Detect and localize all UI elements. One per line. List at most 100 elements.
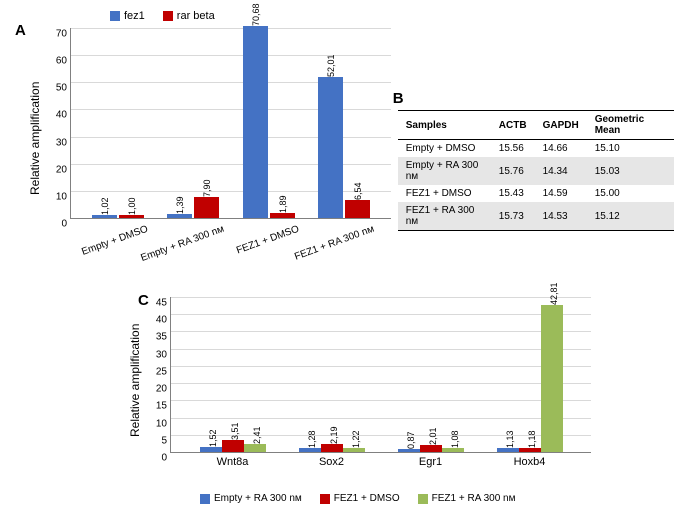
ytick: 10 — [141, 418, 167, 429]
table-cell: Empty + RA 300 nм — [398, 157, 491, 185]
swatch-icon — [200, 494, 210, 504]
bar: 1,02 — [92, 215, 117, 218]
table-cell: 15.76 — [491, 157, 535, 185]
x-category-label: FEZ1 + RA 300 nм — [291, 218, 376, 263]
bar-value-label: 2,01 — [428, 428, 438, 446]
bar: 7,90 — [194, 197, 219, 218]
panel-a-label: A — [15, 22, 26, 39]
bar-group: 70,681,89FEZ1 + DMSO — [241, 26, 297, 218]
bar-value-label: 1,00 — [127, 198, 137, 216]
ytick: 20 — [41, 164, 67, 175]
bar: 42,81 — [541, 305, 563, 452]
legend-item: FEZ1 + RA 300 nм — [418, 493, 516, 504]
table-row: Empty + DMSO15.5614.6615.10 — [398, 140, 674, 158]
x-category-label: Wnt8a — [195, 452, 270, 468]
panel-a: A fez1 rar beta Relative amplification 0… — [20, 10, 378, 280]
bar-group: 1,282,191,22Sox2 — [294, 444, 369, 452]
bar: 1,39 — [167, 214, 192, 218]
bar-group: 1,523,512,41Wnt8a — [195, 440, 270, 452]
ytick: 50 — [41, 83, 67, 94]
bar-value-label: 52,01 — [326, 54, 336, 77]
legend-text: FEZ1 + RA 300 nм — [432, 493, 516, 504]
swatch-icon — [163, 11, 173, 21]
x-category-label: Egr1 — [393, 452, 468, 468]
swatch-icon — [110, 11, 120, 21]
ytick: 10 — [41, 191, 67, 202]
bar-group: 52,016,54FEZ1 + RA 300 nм — [316, 77, 372, 218]
figure-root: A fez1 rar beta Relative amplification 0… — [10, 10, 674, 502]
bar-group: 1,397,90Empty + RA 300 nм — [165, 197, 221, 218]
bar-value-label: 1,08 — [450, 431, 460, 449]
panel-b: B SamplesACTBGAPDHGeometric Mean Empty +… — [398, 110, 674, 231]
table-cell: 15.12 — [587, 202, 674, 231]
legend-item: Empty + RA 300 nм — [200, 493, 302, 504]
ytick: 45 — [141, 298, 167, 309]
bar-value-label: 1,18 — [527, 430, 537, 448]
bar: 70,68 — [243, 26, 268, 218]
bar-value-label: 1,22 — [351, 430, 361, 448]
table-header: ACTB — [491, 111, 535, 140]
chart-c-plot: 0510152025303540451,523,512,41Wnt8a1,282… — [170, 297, 591, 453]
swatch-icon — [320, 494, 330, 504]
bar-value-label: 1,13 — [505, 431, 515, 449]
table-row: Empty + RA 300 nм15.7614.3415.03 — [398, 157, 674, 185]
legend-text: fez1 — [124, 10, 145, 22]
table-cell: 15.73 — [491, 202, 535, 231]
bar: 2,01 — [420, 445, 442, 452]
bar: 6,54 — [345, 200, 370, 218]
panel-c: C Relative amplification 051015202530354… — [110, 292, 630, 502]
table-cell: 14.34 — [535, 157, 587, 185]
swatch-icon — [418, 494, 428, 504]
ytick: 15 — [141, 401, 167, 412]
bar-group: 1,131,1842,81Hoxb4 — [492, 305, 567, 452]
ytick: 0 — [141, 453, 167, 464]
table-header: Samples — [398, 111, 491, 140]
table-cell: 15.10 — [587, 140, 674, 158]
bar-value-label: 42,81 — [549, 282, 559, 305]
table-cell: 15.00 — [587, 185, 674, 202]
table-header: Geometric Mean — [587, 111, 674, 140]
bar-value-label: 3,51 — [230, 422, 240, 440]
table-cell: Empty + DMSO — [398, 140, 491, 158]
table-cell: 14.53 — [535, 202, 587, 231]
chart-c-legend: Empty + RA 300 nм FEZ1 + DMSO FEZ1 + RA 30… — [200, 493, 516, 504]
top-row: A fez1 rar beta Relative amplification 0… — [10, 10, 674, 280]
ytick: 35 — [141, 332, 167, 343]
table-cell: FEZ1 + DMSO — [398, 185, 491, 202]
table-header: GAPDH — [535, 111, 587, 140]
gridline — [71, 28, 391, 29]
ytick: 30 — [141, 349, 167, 360]
bar-value-label: 70,68 — [251, 4, 261, 27]
legend-item: FEZ1 + DMSO — [320, 493, 400, 504]
bar: 52,01 — [318, 77, 343, 218]
ytick: 0 — [41, 219, 67, 230]
bar: 2,41 — [244, 444, 266, 452]
bar-group: 0,872,011,08Egr1 — [393, 445, 468, 452]
table-cell: 14.59 — [535, 185, 587, 202]
table-cell: 15.43 — [491, 185, 535, 202]
bar-value-label: 0,87 — [406, 431, 416, 449]
ytick: 40 — [41, 110, 67, 121]
table-cell: 15.56 — [491, 140, 535, 158]
bar-value-label: 7,90 — [202, 179, 212, 197]
x-category-label: Hoxb4 — [492, 452, 567, 468]
table-row: FEZ1 + RA 300 nм15.7314.5315.12 — [398, 202, 674, 231]
bar: 3,51 — [222, 440, 244, 452]
table-row: FEZ1 + DMSO15.4314.5915.00 — [398, 185, 674, 202]
legend-text: rar beta — [177, 10, 215, 22]
table-cell: 14.66 — [535, 140, 587, 158]
x-category-label: Empty + RA 300 nм — [137, 218, 225, 264]
bar-value-label: 1,89 — [278, 195, 288, 213]
x-category-label: FEZ1 + DMSO — [233, 218, 301, 257]
ytick: 20 — [141, 384, 167, 395]
x-category-label: Sox2 — [294, 452, 369, 468]
ytick: 40 — [141, 315, 167, 326]
bar-value-label: 1,52 — [208, 429, 218, 447]
legend-item-rarbeta: rar beta — [163, 10, 215, 22]
bar: 1,00 — [119, 215, 144, 218]
legend-text: FEZ1 + DMSO — [334, 493, 400, 504]
legend-item-fez1: fez1 — [110, 10, 145, 22]
ytick: 60 — [41, 56, 67, 67]
legend-text: Empty + RA 300 nм — [214, 493, 302, 504]
table-cell: 15.03 — [587, 157, 674, 185]
